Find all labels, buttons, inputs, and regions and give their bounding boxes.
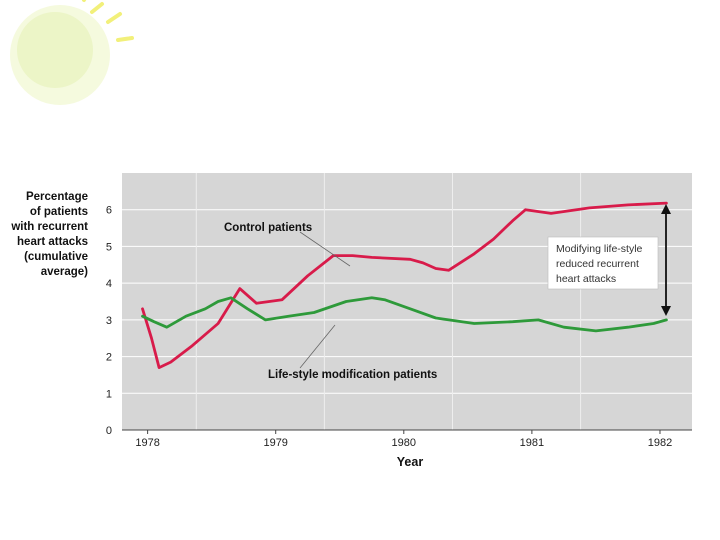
- x-tick-label: 1979: [263, 437, 287, 449]
- decorative-sun-graphic: [10, 0, 134, 105]
- y-axis-label-line: heart attacks: [17, 236, 88, 248]
- x-axis-label: Year: [397, 455, 424, 469]
- y-tick-label: 0: [106, 425, 112, 437]
- callout-box: Modifying life-style reduced recurrent h…: [547, 236, 659, 290]
- callout-line-2: reduced recurrent: [556, 258, 639, 270]
- y-axis-label-line: (cumulative: [24, 251, 88, 263]
- y-tick-label: 6: [106, 205, 112, 217]
- control-patients-label: Control patients: [224, 222, 312, 234]
- y-tick-label: 1: [106, 388, 112, 400]
- y-axis-label-line: average): [41, 266, 88, 278]
- x-tick-labels: 1978 1979 1980 1981 1982: [135, 430, 672, 449]
- reduction-double-arrow: [661, 204, 671, 316]
- callout-line-3: heart attacks: [556, 273, 616, 285]
- y-tick-label: 3: [106, 315, 112, 327]
- control-leader-line: [299, 231, 351, 267]
- y-axis-label-line: of patients: [30, 206, 88, 218]
- control-patients-line: [141, 201, 668, 370]
- x-tick-label: 1980: [392, 437, 416, 449]
- vertical-gridlines: [195, 173, 582, 430]
- y-axis-label: Percentage of patients with recurrent heart…: [10, 191, 88, 278]
- y-axis-label-line: Percentage: [26, 191, 88, 203]
- callout-line-1: Modifying life-style: [556, 243, 643, 255]
- lifestyle-leader-line: [299, 324, 336, 369]
- lifestyle-patients-label: Life-style modification patients: [268, 369, 437, 381]
- y-tick-label: 2: [106, 352, 112, 364]
- lifestyle-patients-line: [141, 296, 668, 333]
- x-tick-label: 1982: [648, 437, 672, 449]
- plot-area: [122, 173, 692, 430]
- series-group: [141, 201, 668, 370]
- y-tick-label: 5: [106, 241, 112, 253]
- y-axis-label-line: with recurrent: [10, 221, 88, 233]
- y-tick-label: 4: [106, 278, 112, 290]
- y-tick-labels: 0 1 2 3 4 5 6: [106, 205, 112, 437]
- x-tick-label: 1981: [520, 437, 544, 449]
- x-tick-label: 1978: [135, 437, 159, 449]
